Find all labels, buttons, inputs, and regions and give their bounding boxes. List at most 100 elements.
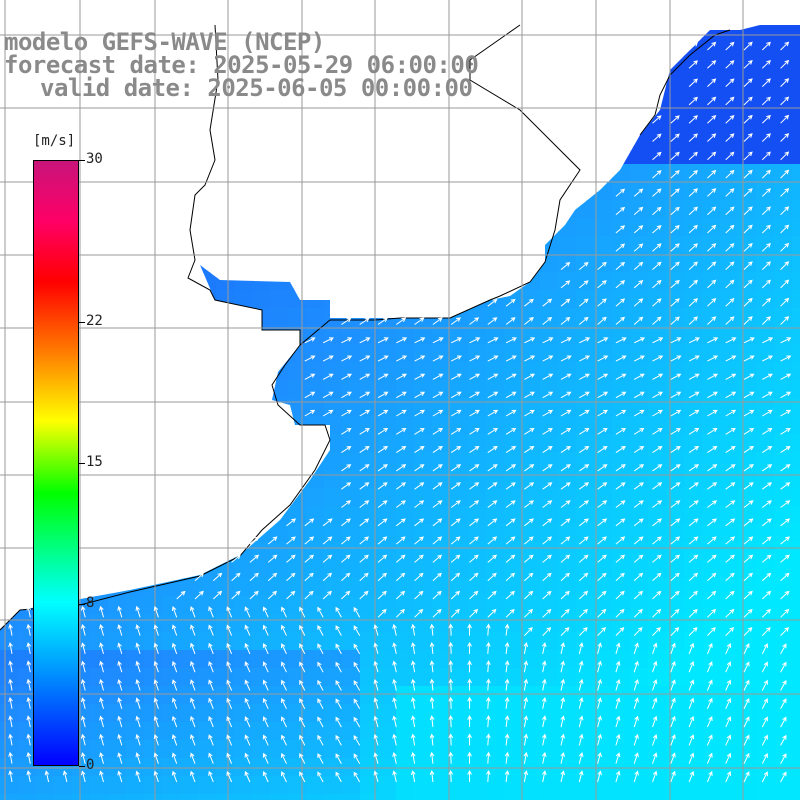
- wind-arrow: [392, 623, 397, 636]
- wind-arrow: [652, 115, 662, 124]
- wind-arrow: [505, 391, 517, 399]
- wind-arrow: [578, 697, 584, 709]
- wind-arrow: [485, 715, 491, 728]
- wind-arrow: [8, 733, 13, 746]
- wind-arrow: [377, 482, 388, 490]
- wind-arrow: [99, 715, 104, 728]
- wind-arrow: [780, 734, 787, 746]
- wind-arrow: [542, 391, 554, 399]
- wind-arrow: [524, 427, 535, 435]
- wind-arrow: [743, 518, 754, 527]
- wind-arrow: [353, 771, 361, 783]
- wind-arrow: [414, 536, 424, 545]
- wind-arrow: [688, 337, 700, 344]
- wind-arrow: [524, 298, 534, 307]
- wind-arrow: [761, 698, 768, 710]
- wind-arrow: [190, 752, 196, 764]
- wind-arrow: [432, 299, 443, 307]
- colorbar-tick-label: 22: [86, 312, 103, 329]
- wind-arrow: [396, 373, 407, 380]
- wind-arrow: [615, 464, 626, 472]
- wind-arrow: [615, 206, 626, 216]
- wind-arrow: [761, 572, 772, 582]
- wind-arrow: [560, 536, 571, 545]
- wind-arrow: [262, 679, 269, 691]
- wind-arrow: [373, 660, 379, 673]
- wind-arrow: [396, 500, 406, 508]
- wind-arrow: [487, 518, 498, 527]
- wind-arrow: [467, 641, 472, 654]
- wind-arrow: [299, 734, 306, 746]
- wind-arrow: [523, 696, 529, 709]
- wind-arrow: [688, 446, 700, 454]
- wind-arrow: [524, 337, 536, 344]
- wind-arrow: [780, 409, 792, 417]
- wind-arrow: [226, 697, 233, 709]
- wind-arrow: [395, 608, 405, 618]
- wind-arrow: [469, 355, 481, 362]
- wind-arrow: [762, 355, 774, 362]
- wind-arrow: [560, 572, 570, 582]
- wind-arrow: [743, 482, 754, 490]
- wind-arrow: [743, 464, 754, 472]
- wind-arrow: [171, 734, 178, 746]
- wind-arrow: [524, 391, 535, 399]
- wind-arrow: [322, 409, 334, 417]
- wind-arrow: [208, 734, 214, 746]
- wind-arrow: [171, 752, 178, 764]
- wind-arrow: [652, 133, 662, 142]
- wind-arrow: [414, 337, 426, 344]
- wind-arrow: [523, 642, 529, 654]
- wind-arrow: [117, 624, 123, 636]
- wind-arrow: [80, 697, 86, 709]
- wind-arrow: [26, 733, 32, 746]
- wind-arrow: [615, 427, 627, 435]
- wind-arrow: [226, 752, 233, 764]
- wind-arrow: [633, 697, 639, 709]
- wind-arrow: [62, 770, 68, 783]
- wind-arrow: [761, 279, 771, 289]
- wind-arrow: [670, 188, 680, 197]
- wind-arrow: [780, 482, 791, 490]
- wind-arrow: [633, 660, 639, 673]
- wind-arrow: [304, 391, 316, 399]
- wind-arrow: [190, 697, 196, 709]
- wind-arrow: [579, 446, 590, 454]
- wind-arrow: [652, 572, 662, 582]
- wind-arrow: [597, 770, 602, 783]
- wind-arrow: [578, 678, 584, 691]
- wind-arrow: [231, 590, 241, 600]
- wind-arrow: [633, 482, 644, 490]
- wind-arrow: [341, 373, 353, 380]
- wind-arrow: [615, 518, 626, 527]
- wind-arrow: [208, 752, 214, 764]
- wind-arrow: [707, 500, 718, 508]
- wind-arrow: [560, 316, 571, 325]
- wind-arrow: [99, 660, 104, 673]
- wind-arrow: [231, 572, 241, 582]
- wind-arrow: [688, 734, 695, 746]
- wind-arrow: [487, 572, 497, 582]
- wind-arrow: [322, 554, 333, 563]
- wind-arrow: [597, 678, 602, 691]
- wind-arrow: [725, 554, 735, 563]
- wind-arrow: [780, 151, 790, 161]
- wind-arrow: [353, 680, 361, 691]
- wind-arrow: [633, 752, 639, 764]
- wind-arrow: [410, 770, 416, 783]
- wind-arrow: [579, 500, 589, 508]
- wind-arrow: [761, 297, 771, 307]
- wind-arrow: [560, 642, 565, 655]
- wind-arrow: [633, 627, 643, 636]
- wind-arrow: [299, 698, 306, 710]
- wind-arrow: [432, 590, 442, 600]
- wind-arrow: [633, 206, 644, 216]
- wind-arrow: [487, 355, 499, 362]
- wind-arrow: [448, 733, 454, 746]
- wind-arrow: [487, 298, 498, 307]
- wind-arrow: [212, 572, 223, 582]
- wind-arrow: [135, 733, 141, 746]
- wind-arrow: [615, 715, 621, 728]
- wind-arrow: [226, 624, 233, 636]
- wind-arrow: [267, 536, 278, 545]
